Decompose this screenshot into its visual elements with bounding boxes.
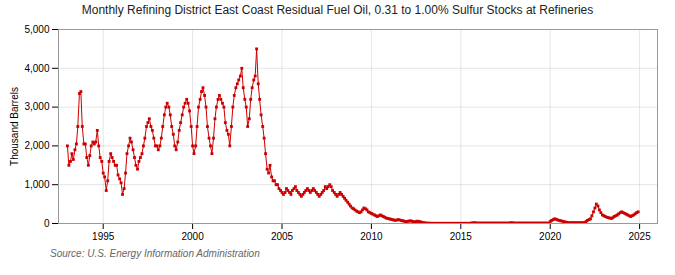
svg-text:0: 0: [44, 218, 50, 229]
svg-text:Thousand Barrels: Thousand Barrels: [9, 87, 20, 166]
svg-text:2025: 2025: [628, 231, 651, 242]
svg-text:3,000: 3,000: [24, 101, 49, 112]
svg-text:4,000: 4,000: [24, 63, 49, 74]
svg-text:1995: 1995: [92, 231, 115, 242]
svg-text:2015: 2015: [450, 231, 473, 242]
html-text:Source: U.S. Energy Informatio: Source: U.S. Energy Information Administ…: [50, 248, 260, 259]
svg-text:5,000: 5,000: [24, 24, 49, 35]
svg-text:2005: 2005: [271, 231, 294, 242]
svg-text:2010: 2010: [360, 231, 383, 242]
svg-text:2,000: 2,000: [24, 140, 49, 151]
svg-text:2000: 2000: [181, 231, 204, 242]
svg-text:2020: 2020: [539, 231, 562, 242]
svg-text:1,000: 1,000: [24, 179, 49, 190]
html-text:Monthly Refining District East: Monthly Refining District East Coast Res…: [81, 3, 594, 17]
